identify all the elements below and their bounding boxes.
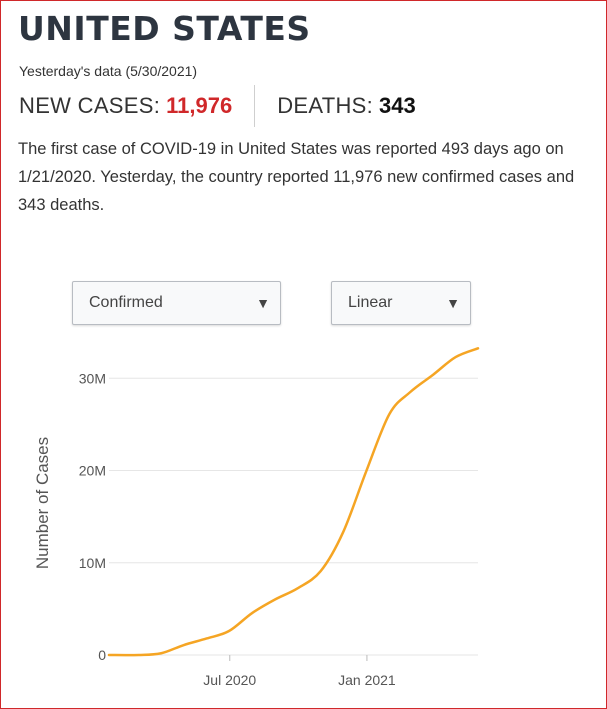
summary-text: The first case of COVID-19 in United Sta…: [18, 140, 575, 214]
stats-divider: [254, 85, 256, 127]
dropdown-triangle-icon: ▼: [256, 295, 270, 311]
x-tick-label: Jul 2020: [203, 672, 256, 688]
x-tick-label: Jan 2021: [338, 672, 396, 688]
new-cases-value: 11,976: [166, 93, 233, 118]
scale-select[interactable]: Linear ▼: [331, 281, 471, 325]
scale-select-value: Linear: [348, 294, 393, 311]
cases-series-line: [107, 347, 480, 657]
new-cases-label: NEW CASES:: [19, 93, 161, 118]
cases-chart: 0 10M 20M 30M Jul 2020 Jan 2021 Number of Cas…: [33, 347, 480, 688]
dropdown-triangle-icon: ▼: [446, 295, 460, 311]
y-axis-label: Number of Cases: [33, 437, 52, 569]
page-title: UNITED STATES: [18, 9, 311, 48]
y-tick-label: 20M: [79, 463, 106, 479]
y-tick-label: 30M: [79, 370, 106, 386]
deaths-label: DEATHS:: [277, 93, 374, 118]
data-date: Yesterday's data (5/30/2021): [19, 63, 198, 79]
stats-row: NEW CASES: 11,976 DEATHS: 343: [19, 85, 416, 127]
metric-select-value: Confirmed: [89, 294, 163, 311]
deaths-value: 343: [379, 93, 416, 118]
y-tick-label: 10M: [79, 555, 106, 571]
y-tick-label: 0: [98, 647, 106, 663]
metric-select[interactable]: Confirmed ▼: [72, 281, 281, 325]
